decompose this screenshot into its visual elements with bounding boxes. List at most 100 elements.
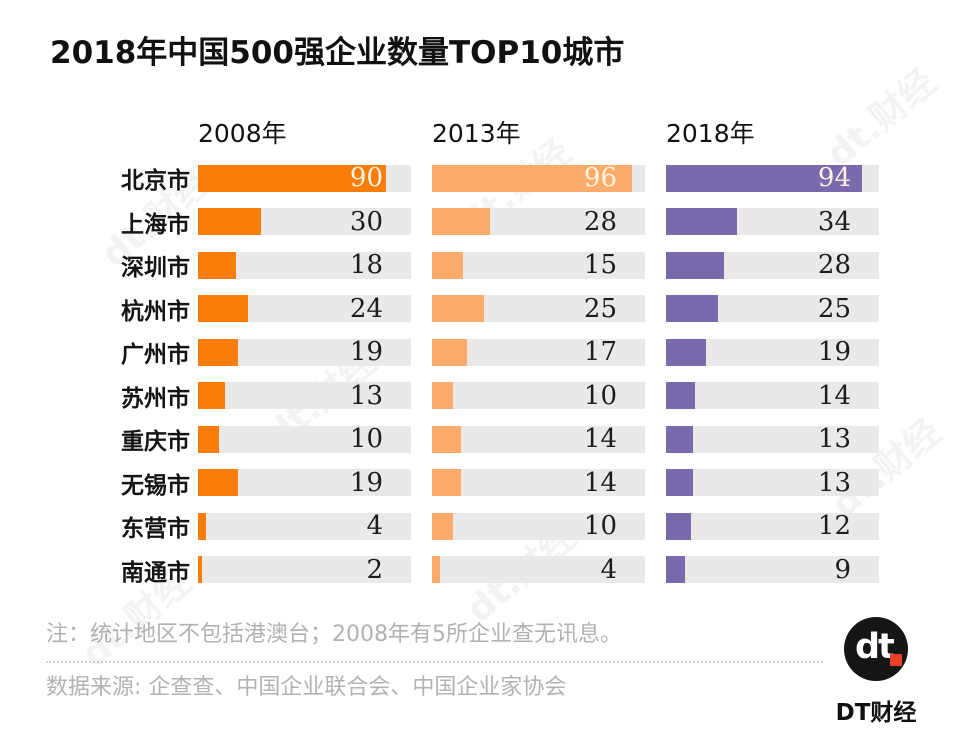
bar-track: 13 (666, 424, 879, 455)
bar-2013 (432, 556, 441, 584)
bar-value: 90 (349, 163, 383, 194)
bar-track: 94 (666, 164, 879, 192)
bar-value: 9 (834, 554, 851, 585)
bar-track: 24 (198, 295, 411, 323)
bar-2008 (198, 295, 249, 323)
bar-value: 4 (600, 554, 617, 585)
bar-track: 25 (666, 295, 879, 323)
city-label: 苏州市 (121, 385, 190, 412)
bar-track: 14 (432, 424, 645, 455)
bar-2008 (198, 425, 219, 453)
bar-track: 4 (198, 512, 411, 540)
table-row: 苏州市 13 10 14 (50, 374, 960, 418)
column-header-2008: 2008年 (198, 118, 287, 148)
column-headers: 2008年 2013年 2018年 (50, 114, 960, 148)
bar-value: 14 (583, 424, 617, 455)
bar-value: 19 (817, 337, 851, 368)
city-label: 无锡市 (121, 472, 190, 499)
table-row: 上海市 30 28 34 (50, 200, 960, 244)
bar-value: 19 (349, 467, 383, 498)
bar-value: 28 (583, 206, 617, 237)
bar-2013 (432, 469, 462, 497)
dt-logo-dot (890, 654, 902, 666)
bar-2013 (432, 425, 462, 453)
table-row: 重庆市 10 14 13 (50, 418, 960, 462)
bar-2018 (666, 512, 692, 540)
bar-2018 (666, 382, 696, 410)
bar-value: 30 (349, 206, 383, 237)
bar-2018 (666, 295, 719, 323)
bar-2013 (432, 208, 491, 236)
bar-value: 96 (583, 163, 617, 194)
bar-track: 13 (198, 382, 411, 410)
page-title: 2018年中国500强企业数量TOP10城市 (50, 35, 625, 71)
table-row: 北京市 90 96 94 (50, 157, 960, 201)
column-header-2018: 2018年 (666, 118, 755, 148)
table-row: 深圳市 18 15 28 (50, 244, 960, 288)
bar-track: 17 (432, 338, 645, 366)
bar-track: 13 (666, 467, 879, 498)
chart-rows: 北京市 90 96 94 上海市 30 28 34 深圳市 18 15 28 杭… (50, 157, 960, 592)
bar-2018 (666, 208, 737, 236)
bar-value: 14 (817, 380, 851, 411)
bar-2008 (198, 164, 386, 192)
bar-2018 (666, 164, 863, 192)
bar-2008 (198, 208, 261, 236)
bar-value: 13 (817, 467, 851, 498)
brand-name: DT财经 (835, 700, 917, 726)
city-label: 重庆市 (121, 429, 190, 456)
bar-2018 (666, 469, 694, 497)
bar-track: 18 (198, 250, 411, 281)
bar-2008 (198, 512, 207, 540)
bar-track: 14 (432, 469, 645, 497)
bar-track: 19 (198, 467, 411, 498)
table-row: 无锡市 19 14 13 (50, 461, 960, 505)
data-source: 数据来源: 企查查、中国企业联合会、中国企业家协会 (46, 675, 567, 701)
table-row: 南通市 2 4 9 (50, 548, 960, 592)
table-row: 东营市 4 10 12 (50, 505, 960, 549)
bar-value: 10 (583, 380, 617, 411)
city-label: 杭州市 (121, 298, 190, 325)
bar-track: 10 (432, 511, 645, 542)
city-label: 北京市 (121, 168, 190, 195)
bar-track: 96 (432, 163, 645, 194)
bar-2013 (432, 512, 453, 540)
bar-2018 (666, 556, 685, 584)
bar-track: 14 (666, 380, 879, 411)
bar-value: 13 (817, 424, 851, 455)
bar-chart: 2008年 2013年 2018年 北京市 90 96 94 上海市 30 28… (50, 114, 960, 592)
bar-track: 10 (432, 380, 645, 411)
bar-track: 34 (666, 208, 879, 236)
bar-track: 28 (666, 250, 879, 281)
column-header-2013: 2013年 (432, 118, 521, 148)
dt-logo-icon: dt (844, 617, 908, 681)
bar-value: 28 (817, 250, 851, 281)
bar-2018 (666, 251, 725, 279)
footnote: 注：统计地区不包括港澳台；2008年有5所企业查无讯息。 (46, 621, 622, 647)
bar-2013 (432, 295, 485, 323)
bar-2008 (198, 251, 236, 279)
bar-2018 (666, 338, 706, 366)
table-row: 杭州市 24 25 25 (50, 287, 960, 331)
bar-track: 19 (198, 338, 411, 366)
bar-2013 (432, 382, 453, 410)
table-row: 广州市 19 17 19 (50, 331, 960, 375)
bar-track: 30 (198, 206, 411, 237)
bar-2008 (198, 338, 238, 366)
bar-track: 25 (432, 293, 645, 324)
bar-track: 15 (432, 251, 645, 279)
bar-value: 10 (583, 511, 617, 542)
bar-track: 9 (666, 554, 879, 585)
bar-value: 18 (349, 250, 383, 281)
dotted-divider (46, 661, 823, 664)
city-label: 广州市 (121, 342, 190, 369)
bar-track: 4 (432, 554, 645, 585)
bar-value: 2 (366, 554, 383, 585)
bar-value: 10 (349, 424, 383, 455)
bar-track: 12 (666, 512, 879, 540)
bar-value: 25 (583, 293, 617, 324)
dt-glyph: dt (855, 627, 895, 667)
bar-2018 (666, 425, 694, 453)
bar-2008 (198, 382, 226, 410)
